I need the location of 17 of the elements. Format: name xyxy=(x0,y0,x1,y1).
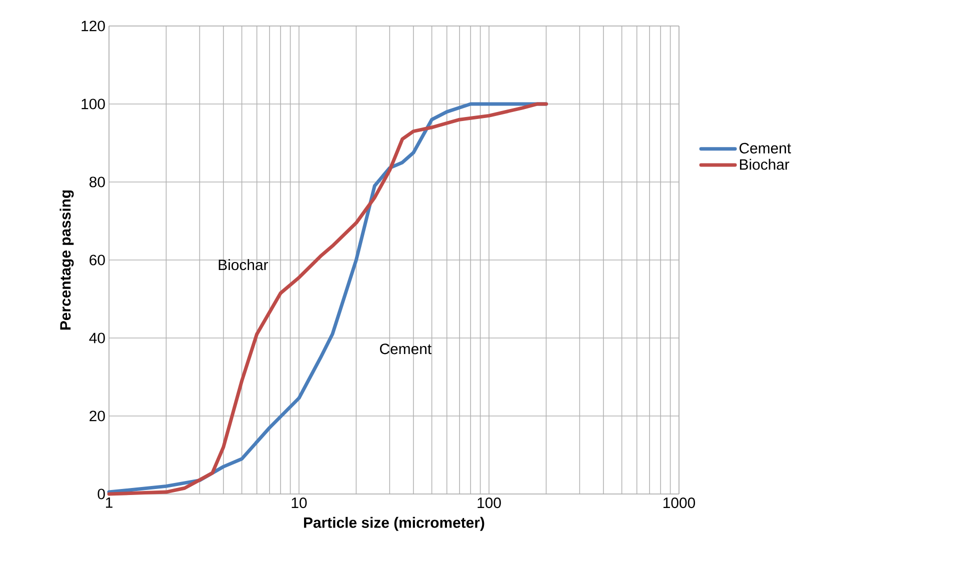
y-tick-label: 60 xyxy=(90,254,105,266)
x-tick-label: 10 xyxy=(292,498,307,508)
y-tick-label: 120 xyxy=(82,20,105,32)
legend-label: Biochar xyxy=(740,158,790,170)
legend-label: Cement xyxy=(740,142,791,154)
y-tick-label: 40 xyxy=(89,332,105,344)
x-tick-label: 100 xyxy=(478,498,501,508)
y-tick-label: 100 xyxy=(82,98,105,110)
annotation: Biochar xyxy=(218,259,268,270)
y-tick-label: 80 xyxy=(90,176,105,188)
y-tick-label: 20 xyxy=(90,410,105,422)
y-tick-label: 0 xyxy=(98,488,105,500)
y-axis-title: Percentage passing xyxy=(60,190,74,330)
x-tick-label: 1000 xyxy=(664,498,696,508)
x-axis-title: Particle size (micrometer) xyxy=(304,516,484,531)
annotation: Cement xyxy=(380,344,432,354)
x-tick-label: 1 xyxy=(106,498,112,508)
